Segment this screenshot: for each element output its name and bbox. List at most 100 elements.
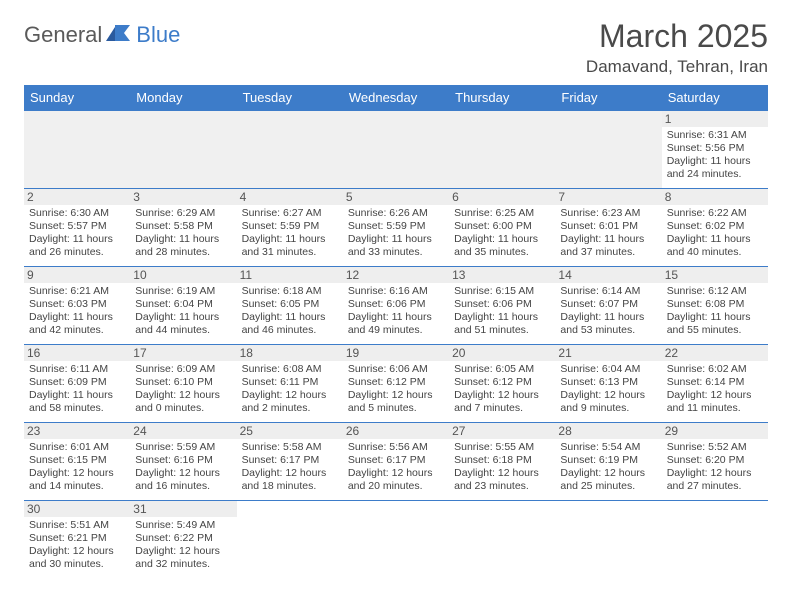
calendar-day: 9Sunrise: 6:21 AMSunset: 6:03 PMDaylight… (24, 267, 130, 345)
calendar-blank (449, 111, 555, 189)
day-details: Sunrise: 6:04 AMSunset: 6:13 PMDaylight:… (560, 363, 656, 416)
calendar-table: SundayMondayTuesdayWednesdayThursdayFrid… (24, 85, 768, 579)
calendar-day: 20Sunrise: 6:05 AMSunset: 6:12 PMDayligh… (449, 345, 555, 423)
day-header-row: SundayMondayTuesdayWednesdayThursdayFrid… (24, 85, 768, 111)
calendar-week: 1 Sunrise: 6:31 AMSunset: 5:56 PMDaylight… (24, 111, 768, 189)
day-number: 13 (449, 267, 555, 283)
day-number: 31 (130, 501, 236, 517)
calendar-week: 2 Sunrise: 6:30 AMSunset: 5:57 PMDaylight… (24, 189, 768, 267)
day-details: Sunrise: 6:22 AMSunset: 6:02 PMDaylight:… (667, 207, 763, 260)
day-details: Sunrise: 6:01 AMSunset: 6:15 PMDaylight:… (29, 441, 125, 494)
calendar-day: 29Sunrise: 5:52 AMSunset: 6:20 PMDayligh… (662, 423, 768, 501)
calendar-day: 16Sunrise: 6:11 AMSunset: 6:09 PMDayligh… (24, 345, 130, 423)
location-text: Damavand, Tehran, Iran (586, 57, 768, 77)
calendar-day: 4 Sunrise: 6:27 AMSunset: 5:59 PMDaylight… (237, 189, 343, 267)
day-details: Sunrise: 6:05 AMSunset: 6:12 PMDaylight:… (454, 363, 550, 416)
day-number: 1 (662, 111, 768, 127)
calendar-head: SundayMondayTuesdayWednesdayThursdayFrid… (24, 85, 768, 111)
day-number: 18 (237, 345, 343, 361)
day-details: Sunrise: 5:56 AMSunset: 6:17 PMDaylight:… (348, 441, 444, 494)
day-number: 4 (237, 189, 343, 205)
day-number: 30 (24, 501, 130, 517)
calendar-day: 12Sunrise: 6:16 AMSunset: 6:06 PMDayligh… (343, 267, 449, 345)
calendar-blank (449, 501, 555, 579)
logo-flag-icon (106, 23, 132, 48)
day-number: 17 (130, 345, 236, 361)
calendar-day: 14Sunrise: 6:14 AMSunset: 6:07 PMDayligh… (555, 267, 661, 345)
calendar-blank (343, 111, 449, 189)
day-number: 6 (449, 189, 555, 205)
day-details: Sunrise: 6:25 AMSunset: 6:00 PMDaylight:… (454, 207, 550, 260)
day-number: 15 (662, 267, 768, 283)
calendar-blank (237, 111, 343, 189)
day-header: Wednesday (343, 85, 449, 111)
day-details: Sunrise: 6:18 AMSunset: 6:05 PMDaylight:… (242, 285, 338, 338)
day-number: 8 (662, 189, 768, 205)
logo-text-blue: Blue (136, 22, 180, 48)
day-header: Sunday (24, 85, 130, 111)
calendar-day: 3Sunrise: 6:29 AMSunset: 5:58 PMDaylight… (130, 189, 236, 267)
calendar-day: 27Sunrise: 5:55 AMSunset: 6:18 PMDayligh… (449, 423, 555, 501)
calendar-day: 13 Sunrise: 6:15 AMSunset: 6:06 PMDayligh… (449, 267, 555, 345)
day-details: Sunrise: 6:06 AMSunset: 6:12 PMDaylight:… (348, 363, 444, 416)
day-details: Sunrise: 5:58 AMSunset: 6:17 PMDaylight:… (242, 441, 338, 494)
calendar-day: 2 Sunrise: 6:30 AMSunset: 5:57 PMDaylight… (24, 189, 130, 267)
calendar-blank (555, 111, 661, 189)
calendar-day: 19 Sunrise: 6:06 AMSunset: 6:12 PMDayligh… (343, 345, 449, 423)
day-number: 7 (555, 189, 661, 205)
calendar-blank (24, 111, 130, 189)
day-number: 19 (343, 345, 449, 361)
month-title: March 2025 (586, 18, 768, 55)
day-details: Sunrise: 6:31 AMSunset: 5:56 PMDaylight:… (667, 129, 763, 182)
day-number: 16 (24, 345, 130, 361)
day-number: 14 (555, 267, 661, 283)
day-details: Sunrise: 5:59 AMSunset: 6:16 PMDaylight:… (135, 441, 231, 494)
calendar-day: 30 Sunrise: 5:51 AMSunset: 6:21 PMDayligh… (24, 501, 130, 579)
day-details: Sunrise: 6:30 AMSunset: 5:57 PMDaylight:… (29, 207, 125, 260)
calendar-day: 22 Sunrise: 6:02 AMSunset: 6:14 PMDayligh… (662, 345, 768, 423)
calendar-day: 23 Sunrise: 6:01 AMSunset: 6:15 PMDayligh… (24, 423, 130, 501)
calendar-blank (130, 111, 236, 189)
day-details: Sunrise: 6:27 AMSunset: 5:59 PMDaylight:… (242, 207, 338, 260)
day-number: 12 (343, 267, 449, 283)
logo: General Blue (24, 22, 180, 48)
day-number: 11 (237, 267, 343, 283)
calendar-day: 5Sunrise: 6:26 AMSunset: 5:59 PMDaylight… (343, 189, 449, 267)
day-details: Sunrise: 5:49 AMSunset: 6:22 PMDaylight:… (135, 519, 231, 572)
day-number: 24 (130, 423, 236, 439)
day-details: Sunrise: 6:15 AMSunset: 6:06 PMDaylight:… (454, 285, 550, 338)
day-number: 25 (237, 423, 343, 439)
day-details: Sunrise: 6:26 AMSunset: 5:59 PMDaylight:… (348, 207, 444, 260)
day-header: Friday (555, 85, 661, 111)
logo-text-general: General (24, 22, 102, 48)
day-details: Sunrise: 6:02 AMSunset: 6:14 PMDaylight:… (667, 363, 763, 416)
day-number: 29 (662, 423, 768, 439)
day-number: 3 (130, 189, 236, 205)
calendar-day: 21Sunrise: 6:04 AMSunset: 6:13 PMDayligh… (555, 345, 661, 423)
day-details: Sunrise: 6:08 AMSunset: 6:11 PMDaylight:… (242, 363, 338, 416)
day-header: Saturday (662, 85, 768, 111)
calendar-week: 30 Sunrise: 5:51 AMSunset: 6:21 PMDayligh… (24, 501, 768, 579)
calendar-day: 31 Sunrise: 5:49 AMSunset: 6:22 PMDayligh… (130, 501, 236, 579)
calendar-day: 18 Sunrise: 6:08 AMSunset: 6:11 PMDayligh… (237, 345, 343, 423)
day-details: Sunrise: 5:54 AMSunset: 6:19 PMDaylight:… (560, 441, 656, 494)
calendar-day: 1 Sunrise: 6:31 AMSunset: 5:56 PMDaylight… (662, 111, 768, 189)
calendar-blank (343, 501, 449, 579)
calendar-blank (555, 501, 661, 579)
day-number: 22 (662, 345, 768, 361)
calendar-day: 10Sunrise: 6:19 AMSunset: 6:04 PMDayligh… (130, 267, 236, 345)
calendar-week: 16Sunrise: 6:11 AMSunset: 6:09 PMDayligh… (24, 345, 768, 423)
calendar-day: 11 Sunrise: 6:18 AMSunset: 6:05 PMDayligh… (237, 267, 343, 345)
calendar-week: 23 Sunrise: 6:01 AMSunset: 6:15 PMDayligh… (24, 423, 768, 501)
day-details: Sunrise: 5:55 AMSunset: 6:18 PMDaylight:… (454, 441, 550, 494)
day-number: 23 (24, 423, 130, 439)
day-number: 2 (24, 189, 130, 205)
calendar-body: 1 Sunrise: 6:31 AMSunset: 5:56 PMDaylight… (24, 111, 768, 579)
day-header: Thursday (449, 85, 555, 111)
calendar-week: 9Sunrise: 6:21 AMSunset: 6:03 PMDaylight… (24, 267, 768, 345)
calendar-day: 26 Sunrise: 5:56 AMSunset: 6:17 PMDayligh… (343, 423, 449, 501)
day-details: Sunrise: 5:51 AMSunset: 6:21 PMDaylight:… (29, 519, 125, 572)
calendar-blank (662, 501, 768, 579)
day-number: 28 (555, 423, 661, 439)
day-number: 26 (343, 423, 449, 439)
